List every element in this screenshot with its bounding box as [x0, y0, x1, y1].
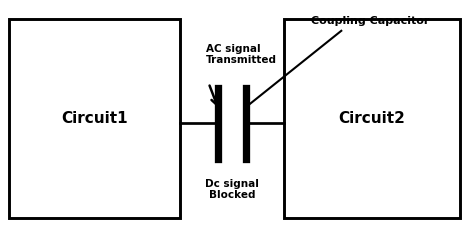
Bar: [9, 19, 180, 218]
Text: Circuit2: Circuit2: [338, 111, 406, 126]
Text: AC signal
Transmitted: AC signal Transmitted: [206, 44, 277, 65]
Bar: [284, 19, 460, 218]
Text: Circuit1: Circuit1: [62, 111, 128, 126]
Text: Dc signal
Blocked: Dc signal Blocked: [205, 179, 259, 201]
Text: Coupling Capacitor: Coupling Capacitor: [310, 16, 429, 26]
